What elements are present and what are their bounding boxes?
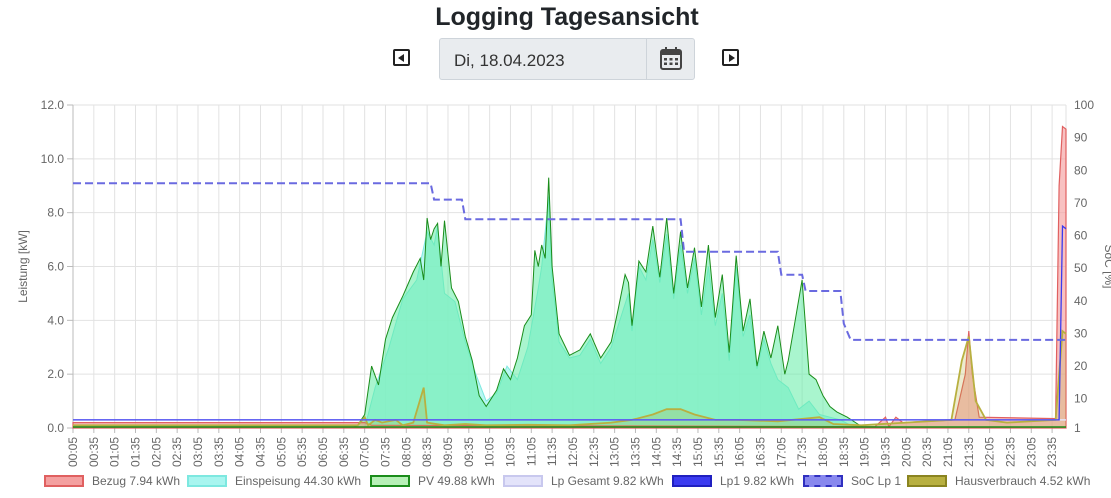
x-tick-label: 18:05 — [816, 437, 830, 467]
y2-tick-label: 30 — [1074, 326, 1088, 340]
y-tick-label: 6.0 — [47, 260, 64, 274]
y2-tick-label: 50 — [1074, 261, 1088, 275]
arrow-left-square-icon[interactable] — [393, 49, 410, 66]
x-tick-label: 08:05 — [399, 437, 413, 467]
legend-swatch — [503, 475, 543, 487]
x-tick-label: 05:35 — [295, 437, 309, 467]
pv-line — [73, 177, 1066, 429]
y-axis-title: Leistung [kW] — [16, 230, 30, 303]
x-tick-label: 12:05 — [566, 437, 580, 467]
x-tick-label: 23:35 — [1045, 437, 1059, 467]
power-chart: 0.0 2.0 4.0 6.0 8.0 10.0 12.0 1 10 20 30 40 50 60 70 80… — [16, 98, 1111, 467]
y-tick-label: 8.0 — [47, 206, 64, 220]
x-tick-label: 21:35 — [962, 437, 976, 467]
x-tick-label: 03:05 — [191, 437, 205, 467]
x-tick-label: 09:05 — [441, 437, 455, 467]
y2-tick-label: 1 — [1074, 421, 1081, 435]
y-tick-label: 4.0 — [47, 313, 64, 327]
y2-tick-label: 90 — [1074, 131, 1088, 145]
x-tick-label: 22:05 — [983, 437, 997, 467]
x-tick-label: 22:35 — [1003, 437, 1017, 467]
y2-tick-label: 70 — [1074, 196, 1088, 210]
x-tick-label: 07:35 — [378, 437, 392, 467]
x-tick-label: 02:05 — [149, 437, 163, 467]
y-tick-label: 10.0 — [41, 152, 65, 166]
calendar-button[interactable] — [646, 38, 695, 80]
x-tick-label: 02:35 — [170, 437, 184, 467]
x-tick-label: 21:05 — [941, 437, 955, 467]
chart-legend: Bezug 7.94 kWh Einspeisung 44.30 kWh PV 49… — [0, 470, 1111, 494]
x-tick-label: 00:05 — [66, 437, 80, 467]
x-tick-label: 11:35 — [545, 437, 559, 466]
y2-tick-label: 20 — [1074, 359, 1088, 373]
y2-tick-label: 80 — [1074, 163, 1088, 177]
y-tick-label: 2.0 — [47, 367, 64, 381]
x-tick-label: 15:05 — [691, 437, 705, 467]
x-tick-label: 13:05 — [608, 437, 622, 467]
y2-tick-label: 10 — [1074, 392, 1088, 406]
x-tick-label: 14:35 — [670, 437, 684, 467]
lp1-line — [73, 224, 1067, 421]
x-tick-label: 04:05 — [233, 437, 247, 467]
x-tick-label: 16:05 — [733, 437, 747, 467]
x-tick-label: 04:35 — [253, 437, 267, 467]
x-tick-label: 10:35 — [503, 437, 517, 467]
x-tick-label: 13:35 — [628, 437, 642, 467]
legend-label: Lp1 9.82 kWh — [720, 474, 795, 488]
legend-label: Einspeisung 44.30 kWh — [235, 474, 362, 488]
y2-tick-label: 40 — [1074, 294, 1088, 308]
calendar-icon — [660, 47, 682, 70]
x-tick-label: 17:05 — [774, 437, 788, 467]
legend-swatch — [370, 475, 410, 487]
x-tick-label: 17:35 — [795, 437, 809, 467]
legend-swatch — [907, 475, 947, 487]
x-tick-label: 14:05 — [649, 437, 663, 467]
hausverbrauch-area — [73, 331, 1066, 428]
x-tick-label: 05:05 — [274, 437, 288, 467]
arrow-right-square-icon[interactable] — [722, 49, 739, 66]
prev-day-arrow — [398, 54, 404, 62]
y2-tick-label: 60 — [1074, 229, 1088, 243]
date-value: Di, 18.04.2023 — [454, 51, 565, 70]
legend-label: PV 49.88 kWh — [418, 474, 495, 488]
x-tick-label: 15:35 — [712, 437, 726, 467]
x-tick-label: 23:05 — [1024, 437, 1038, 467]
x-tick-label: 00:35 — [87, 437, 101, 467]
x-tick-label: 19:35 — [878, 437, 892, 467]
pv-area — [73, 177, 1066, 428]
legend-swatch — [44, 475, 84, 487]
y-tick-label: 0.0 — [47, 421, 64, 435]
page-title: Logging Tagesansicht — [435, 3, 699, 31]
y2-tick-label: 100 — [1074, 98, 1094, 112]
legend-swatch — [672, 475, 712, 487]
x-tick-label: 01:35 — [128, 437, 142, 467]
x-tick-label: 11:05 — [524, 437, 538, 466]
x-tick-label: 10:05 — [483, 437, 497, 467]
x-tick-label: 08:35 — [420, 437, 434, 467]
legend-swatch — [803, 475, 843, 487]
x-tick-label: 16:35 — [753, 437, 767, 467]
x-tick-label: 20:35 — [920, 437, 934, 467]
x-tick-label: 01:05 — [108, 437, 122, 467]
legend-label: Lp Gesamt 9.82 kWh — [551, 474, 664, 488]
soc-lp1-line — [73, 182, 1066, 341]
date-navigation: Di, 18.04.2023 — [0, 38, 1111, 80]
date-field[interactable]: Di, 18.04.2023 — [439, 38, 646, 80]
x-tick-label: 18:35 — [837, 437, 851, 467]
x-tick-label: 20:05 — [899, 437, 913, 467]
x-tick-label: 03:35 — [212, 437, 226, 467]
x-tick-label: 06:35 — [337, 437, 351, 467]
x-tick-label: 07:05 — [358, 437, 372, 467]
x-tick-label: 12:35 — [587, 437, 601, 467]
legend-swatch — [187, 475, 227, 487]
legend-label: SoC Lp 1 — [851, 474, 902, 488]
y-tick-label: 12.0 — [41, 98, 65, 112]
x-tick-label: 19:05 — [858, 437, 872, 467]
x-tick-label: 09:35 — [462, 437, 476, 467]
y2-axis-title: SoC [%] — [1102, 244, 1111, 288]
x-tick-label: 06:05 — [316, 437, 330, 467]
legend-label: Hausverbrauch 4.52 kWh — [955, 474, 1091, 488]
next-day-arrow — [729, 54, 735, 62]
legend-label: Bezug 7.94 kWh — [92, 474, 181, 488]
